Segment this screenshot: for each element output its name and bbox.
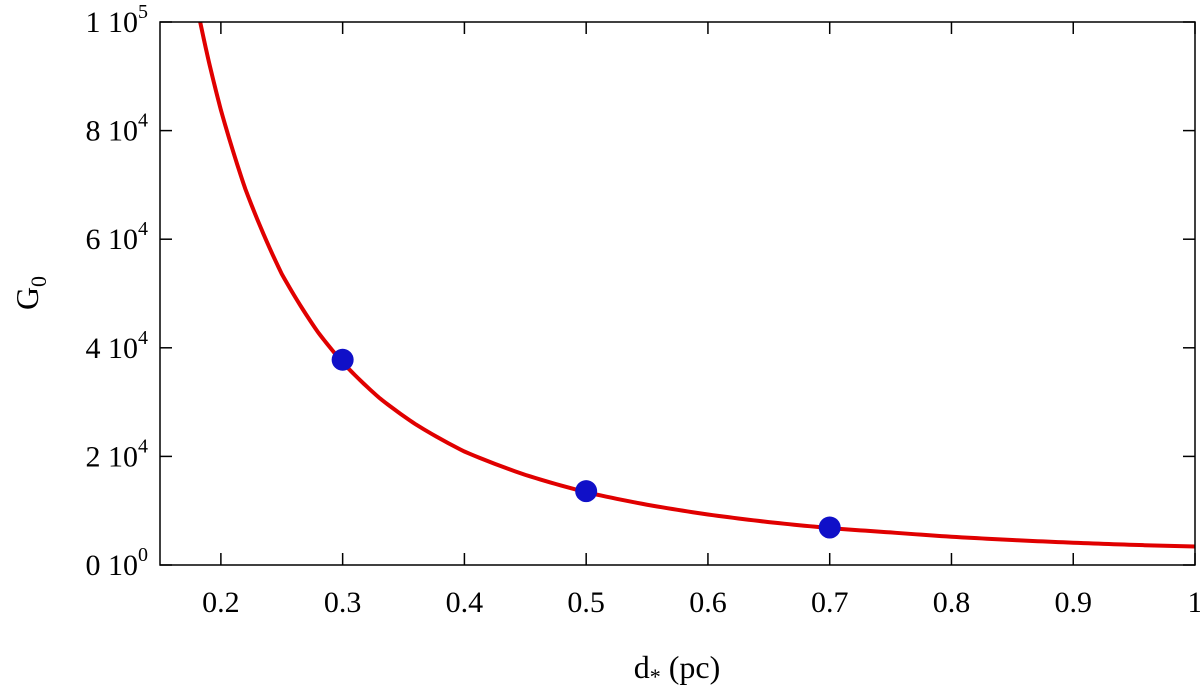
x-tick-label: 0.5 (567, 586, 605, 619)
y-tick-mantissa: 1 10 (86, 6, 139, 39)
fit-curve (198, 22, 1195, 549)
data-point (818, 516, 841, 539)
y-axis-label-main: G (9, 287, 45, 310)
plot-frame (159, 21, 1196, 566)
y-axis-label: G0 (9, 276, 51, 310)
x-tick-label: 0.2 (202, 586, 240, 619)
y-tick-exponent: 4 (138, 435, 148, 457)
y-tick-label: 1 105 (86, 1, 149, 39)
y-tick-mantissa: 8 10 (86, 115, 139, 148)
y-tick-exponent: 5 (138, 1, 148, 23)
x-tick-label: 0.9 (1054, 586, 1092, 619)
x-tick-label: 1 (1188, 586, 1200, 619)
x-tick-label: 0.7 (811, 586, 849, 619)
x-axis-label: d* (pc) (634, 649, 721, 689)
y-tick-mantissa: 0 10 (86, 549, 139, 582)
y-tick-exponent: 0 (138, 544, 148, 566)
y-tick-mantissa: 6 10 (86, 223, 139, 256)
x-tick-label: 0.3 (324, 586, 362, 619)
data-point (575, 480, 598, 503)
x-tick-label: 0.6 (689, 586, 727, 619)
x-axis-label-unit: (pc) (661, 649, 721, 685)
ticks-layer (160, 21, 1196, 566)
y-axis-label-sub: 0 (26, 276, 51, 287)
x-axis-label-sub: * (650, 664, 661, 689)
y-tick-exponent: 4 (138, 327, 148, 349)
series-layer (198, 22, 1195, 549)
y-tick-mantissa: 2 10 (86, 440, 139, 473)
y-tick-label: 0 100 (86, 544, 149, 582)
data-point (331, 348, 354, 371)
y-tick-label: 4 104 (86, 327, 149, 365)
y-tick-exponent: 4 (138, 110, 148, 132)
y-tick-mantissa: 4 10 (86, 332, 139, 365)
x-axis-label-main: d (634, 649, 650, 685)
x-tick-label: 0.4 (446, 586, 484, 619)
x-tick-label: 0.8 (933, 586, 971, 619)
y-tick-label: 8 104 (86, 110, 149, 148)
y-tick-label: 2 104 (86, 435, 149, 473)
y-tick-label: 6 104 (86, 218, 149, 256)
y-tick-exponent: 4 (138, 218, 148, 240)
